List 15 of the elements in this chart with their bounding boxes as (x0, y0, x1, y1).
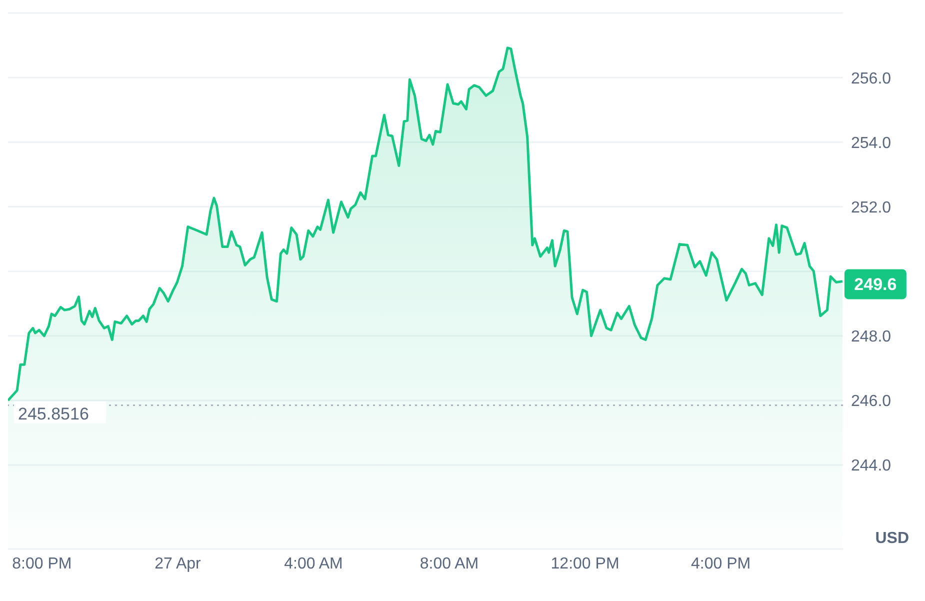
y-axis-title: USD (875, 530, 909, 547)
x-tick-label: 8:00 AM (420, 555, 479, 572)
y-tick-label: 254.0 (851, 134, 892, 152)
x-tick-label: 8:00 PM (12, 555, 72, 572)
x-tick-label: 4:00 PM (691, 555, 751, 572)
y-tick-label: 256.0 (851, 70, 892, 88)
y-tick-label: 244.0 (851, 458, 892, 475)
x-tick-label: 12:00 PM (550, 555, 620, 572)
annotation: 249.6 (854, 275, 897, 294)
x-tick-label: 4:00 AM (284, 555, 343, 572)
y-tick-label: 252.0 (851, 199, 892, 216)
y-tick-label: 246.0 (851, 393, 892, 410)
ref-line-label: 245.8516 (18, 404, 89, 424)
x-tick-label: 27 Apr (154, 555, 202, 572)
y-tick-label: 248.0 (851, 328, 892, 346)
